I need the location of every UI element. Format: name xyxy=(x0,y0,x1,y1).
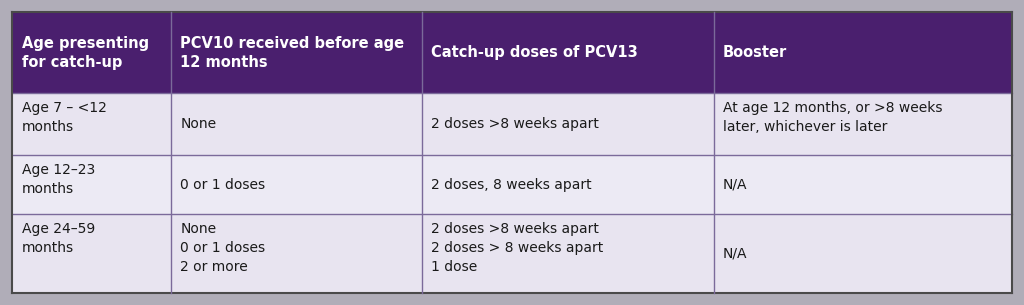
Bar xyxy=(714,214,1012,293)
Text: N/A: N/A xyxy=(723,178,748,192)
Text: At age 12 months, or >8 weeks
later, whichever is later: At age 12 months, or >8 weeks later, whi… xyxy=(723,101,942,134)
Bar xyxy=(171,93,422,155)
Bar xyxy=(12,12,171,93)
Bar xyxy=(171,155,422,214)
Text: N/A: N/A xyxy=(723,247,748,260)
Text: 0 or 1 doses: 0 or 1 doses xyxy=(180,178,265,192)
Text: Catch-up doses of PCV13: Catch-up doses of PCV13 xyxy=(431,45,638,60)
Text: 2 doses, 8 weeks apart: 2 doses, 8 weeks apart xyxy=(431,178,592,192)
Text: 2 doses >8 weeks apart: 2 doses >8 weeks apart xyxy=(431,117,599,131)
Bar xyxy=(12,214,171,293)
Text: Age 12–23
months: Age 12–23 months xyxy=(22,163,95,196)
Bar xyxy=(12,93,171,155)
Text: Age 7 – <12
months: Age 7 – <12 months xyxy=(22,101,106,134)
Bar xyxy=(422,155,714,214)
Bar xyxy=(714,93,1012,155)
Bar xyxy=(422,93,714,155)
Text: Age presenting
for catch-up: Age presenting for catch-up xyxy=(22,36,148,70)
Text: 2 doses >8 weeks apart
2 doses > 8 weeks apart
1 dose: 2 doses >8 weeks apart 2 doses > 8 weeks… xyxy=(431,222,603,274)
Bar xyxy=(422,12,714,93)
Text: None
0 or 1 doses
2 or more: None 0 or 1 doses 2 or more xyxy=(180,222,265,274)
Bar xyxy=(714,12,1012,93)
Bar xyxy=(714,155,1012,214)
Text: PCV10 received before age
12 months: PCV10 received before age 12 months xyxy=(180,36,404,70)
Text: Age 24–59
months: Age 24–59 months xyxy=(22,222,95,255)
Bar xyxy=(171,12,422,93)
Text: Booster: Booster xyxy=(723,45,787,60)
Bar xyxy=(171,214,422,293)
Bar xyxy=(422,214,714,293)
Text: None: None xyxy=(180,117,216,131)
Bar xyxy=(12,155,171,214)
